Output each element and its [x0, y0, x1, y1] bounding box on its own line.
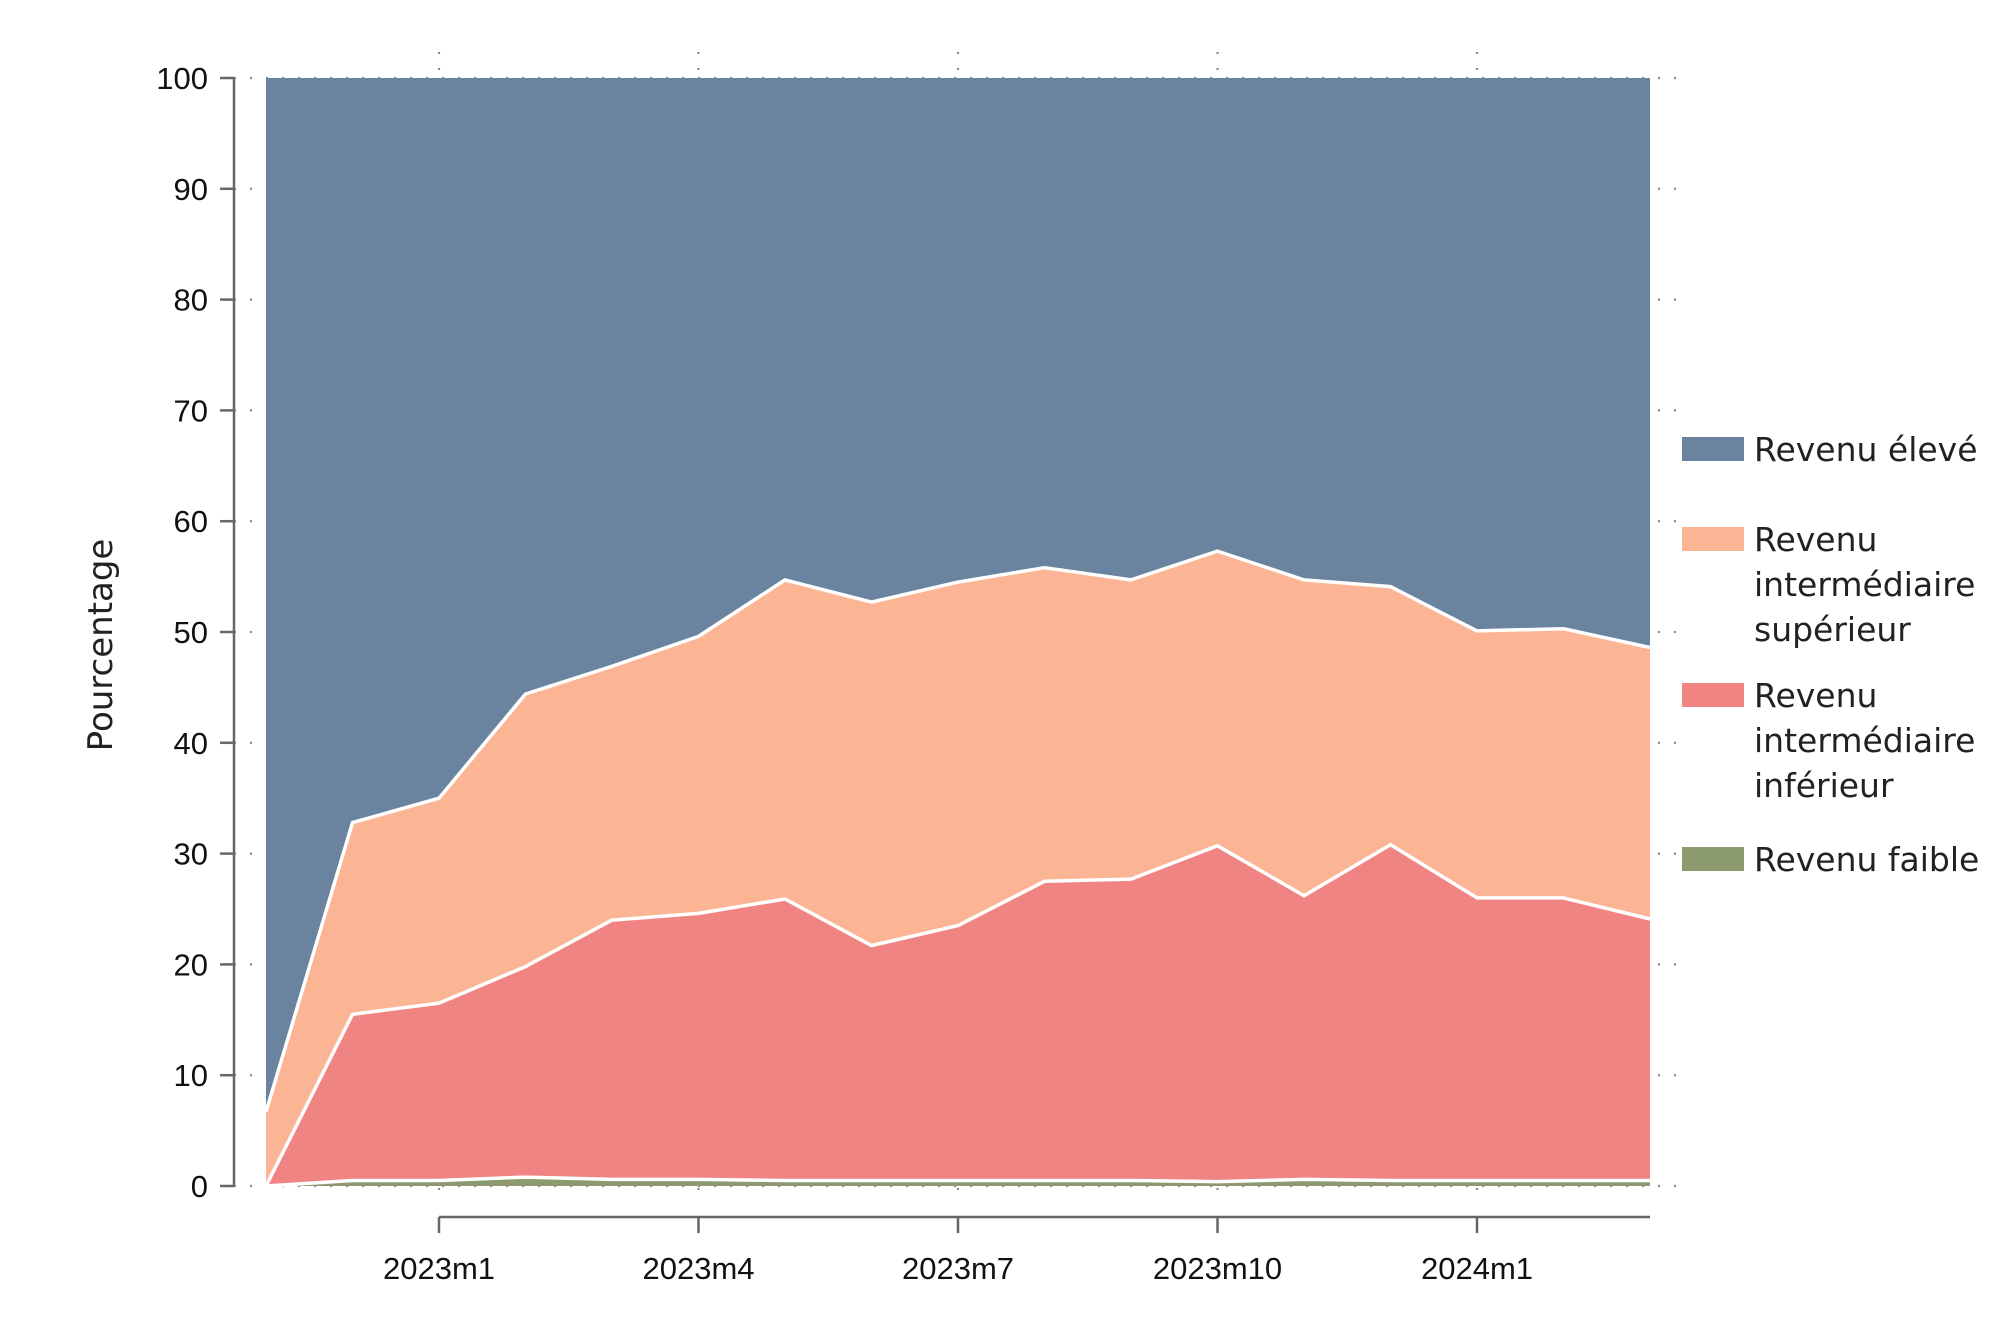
legend-label: Revenu élevé [1754, 430, 1978, 469]
legend-label-line: Revenu faible [1754, 840, 1979, 879]
y-tick-label: 100 [156, 61, 208, 96]
legend-label-line: supérieur [1754, 610, 1911, 649]
legend-label-line: intermédiaire [1754, 721, 1975, 760]
legend-label-line: Revenu élevé [1754, 430, 1978, 469]
legend-swatch [1682, 527, 1744, 551]
x-tick-label: 2023m1 [383, 1251, 495, 1286]
x-tick-label: 2023m7 [902, 1251, 1014, 1286]
legend-label-line: inférieur [1754, 766, 1894, 805]
series-boundary-line [265, 1175, 1650, 1188]
axes: 0 10 20 30 40 50 60 70 80 90 100 2023m1 2023m4 2023m7… [156, 61, 1650, 1286]
series-boundary-line [264, 842, 1651, 1187]
y-tick-label: 50 [174, 615, 208, 650]
legend-label-line: Revenu [1754, 676, 1877, 715]
y-tick-label: 0 [191, 1169, 208, 1204]
y-tick-label: 40 [174, 726, 208, 761]
y-axis-title: Pourcentage [81, 539, 121, 752]
legend-label-line: Revenu [1754, 520, 1877, 559]
legend-label: Revenu intermédiaire inférieur [1754, 676, 1975, 805]
area-revenu-intermediaire-superieur [266, 551, 1650, 1186]
y-tick-label: 80 [174, 283, 208, 318]
legend-swatch [1682, 683, 1744, 707]
legend: Revenu élevé Revenu intermédiaire supérieur… [1682, 430, 1979, 879]
series-boundary-line [264, 549, 1651, 1113]
legend-swatch [1682, 437, 1744, 461]
stacked-areas [264, 78, 1651, 1188]
area-revenu-eleve [266, 78, 1650, 1112]
area-revenu-intermediaire-inferieur [266, 844, 1650, 1186]
y-tick-label: 90 [174, 172, 208, 207]
y-tick-label: 70 [174, 393, 208, 428]
x-tick-label: 2023m4 [642, 1251, 754, 1286]
y-tick-label: 30 [174, 837, 208, 872]
x-tick-label: 2023m10 [1153, 1251, 1282, 1286]
x-tick-label: 2024m1 [1421, 1251, 1533, 1286]
legend-label: Revenu intermédiaire supérieur [1754, 520, 1975, 649]
y-tick-label: 20 [174, 947, 208, 982]
y-tick-label: 60 [174, 504, 208, 539]
legend-swatch [1682, 847, 1744, 871]
legend-label: Revenu faible [1754, 840, 1979, 879]
y-tick-label: 10 [174, 1058, 208, 1093]
legend-label-line: intermédiaire [1754, 565, 1975, 604]
